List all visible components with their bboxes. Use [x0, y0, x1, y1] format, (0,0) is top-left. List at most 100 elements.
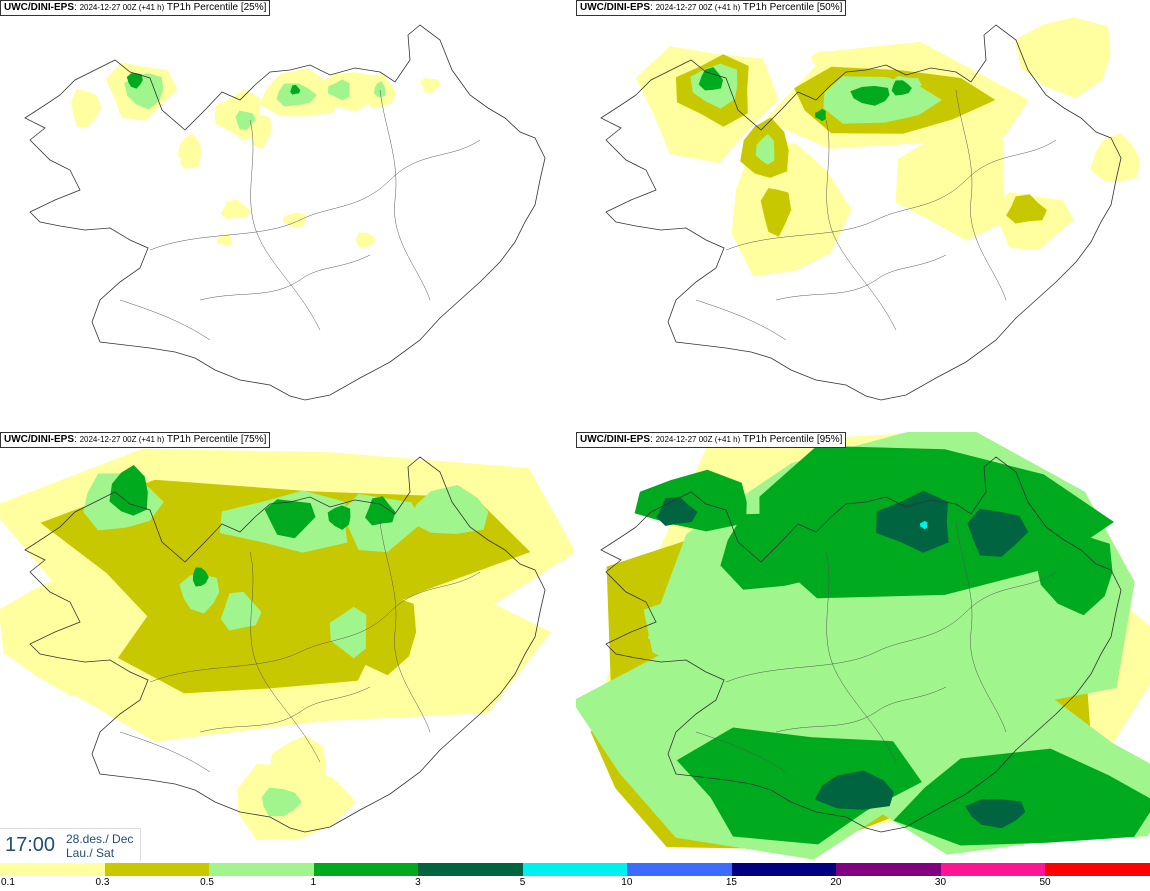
- precip-area: [216, 233, 232, 246]
- precip-area: [356, 232, 376, 248]
- precip-area: [282, 212, 306, 229]
- precip-area: [967, 508, 1029, 557]
- precip-area: [876, 490, 949, 553]
- precip-area: [327, 505, 351, 530]
- road-line: [695, 299, 787, 341]
- valid-time-box: 17:00 28.des./ Dec Lau./ Sat: [0, 828, 141, 861]
- precip-area: [893, 748, 1150, 846]
- road-line: [775, 686, 947, 733]
- precip-area: [264, 499, 316, 539]
- valid-time: 17:00: [5, 834, 56, 856]
- precip-area: [276, 83, 317, 107]
- road-line: [149, 139, 481, 251]
- panel-source: UWC/DINI-EPS: [4, 2, 74, 13]
- precip-map-p95: [576, 432, 1150, 860]
- precip-area: [420, 77, 441, 94]
- precip-area: [0, 572, 110, 697]
- precip-map-p25: [24, 24, 546, 401]
- coastline: [600, 24, 1122, 401]
- precip-area: [676, 727, 922, 845]
- precip-area: [408, 485, 489, 534]
- precip-area: [71, 89, 102, 128]
- panel-source: UWC/DINI-EPS: [4, 434, 74, 445]
- color-scale-bar: [0, 863, 1150, 876]
- panel-run: 2024-12-27 00Z (+41 h): [79, 435, 165, 444]
- legend-tick-label: 30: [934, 877, 947, 888]
- road-line: [379, 521, 431, 733]
- precip-area: [1014, 17, 1111, 99]
- precip-area: [269, 735, 326, 787]
- legend-tick-label: 3: [415, 877, 421, 888]
- road-line: [775, 254, 947, 301]
- precip-area: [179, 149, 201, 169]
- panel-title-p75: UWC/DINI-EPS: 2024-12-27 00Z (+41 h) TP1…: [0, 432, 271, 448]
- legend-swatch: [836, 863, 941, 876]
- road-line: [199, 254, 371, 301]
- precip-area: [965, 799, 1026, 829]
- legend-tick-label: 0.5: [200, 877, 214, 888]
- road-line: [199, 686, 371, 733]
- legend-tick-label: 15: [725, 877, 737, 888]
- legend-tick-label: 1: [310, 877, 317, 888]
- road-line: [249, 119, 321, 331]
- legend-tick-label: 10: [621, 877, 633, 888]
- precip-area: [220, 591, 262, 631]
- legend-tick-label: 50: [1039, 877, 1051, 888]
- legend-swatch: [731, 863, 837, 876]
- legend-swatch: [522, 863, 628, 876]
- coastline: [600, 456, 1122, 833]
- precip-area: [634, 469, 747, 532]
- precip-map-p75: [0, 448, 574, 841]
- legend-swatch: [1045, 863, 1150, 876]
- map-panel-p25: UWC/DINI-EPS: 2024-12-27 00Z (+41 h) TP1…: [0, 0, 574, 430]
- panel-run: 2024-12-27 00Z (+41 h): [655, 435, 741, 444]
- road-line: [725, 571, 1057, 683]
- panel-title-p95: UWC/DINI-EPS: 2024-12-27 00Z (+41 h) TP1…: [576, 432, 847, 448]
- precip-area: [109, 465, 148, 516]
- precip-area: [755, 134, 775, 165]
- precip-area: [192, 567, 209, 587]
- panel-title-p50: UWC/DINI-EPS: 2024-12-27 00Z (+41 h) TP1…: [576, 0, 847, 16]
- precip-area: [891, 80, 912, 96]
- road-line: [119, 299, 211, 341]
- panel-source: UWC/DINI-EPS: [580, 2, 650, 13]
- legend-swatch: [104, 863, 210, 876]
- precip-area: [815, 108, 826, 122]
- precip-area: [179, 574, 220, 614]
- map-panel-p75: UWC/DINI-EPS: 2024-12-27 00Z (+41 h) TP1…: [0, 432, 574, 862]
- legend-swatch: [627, 863, 732, 876]
- panel-title-p25: UWC/DINI-EPS: 2024-12-27 00Z (+41 h) TP1…: [0, 0, 271, 16]
- road-line: [725, 139, 1057, 251]
- legend-swatch: [0, 863, 105, 876]
- legend-tick-label: 0.1: [1, 877, 15, 888]
- precip-area: [1006, 194, 1047, 224]
- precip-map-p50: [600, 17, 1141, 401]
- coastline: [24, 456, 546, 833]
- precip-area: [810, 51, 841, 71]
- precip-area: [329, 606, 367, 659]
- panel-label: TP1h Percentile [75%]: [166, 434, 267, 445]
- panel-label: TP1h Percentile [50%]: [742, 2, 843, 13]
- road-line: [955, 89, 1007, 301]
- road-line: [149, 571, 481, 683]
- precip-area: [235, 110, 256, 130]
- precip-area: [814, 770, 894, 810]
- panel-run: 2024-12-27 00Z (+41 h): [655, 3, 741, 12]
- road-line: [249, 551, 321, 763]
- legend-swatch: [209, 863, 314, 876]
- precip-area: [1034, 535, 1113, 616]
- precip-area: [220, 199, 251, 220]
- panel-source: UWC/DINI-EPS: [580, 434, 650, 445]
- road-line: [825, 551, 897, 763]
- precip-area: [1090, 133, 1141, 182]
- precip-area: [698, 67, 723, 91]
- map-panel-p95: UWC/DINI-EPS: 2024-12-27 00Z (+41 h) TP1…: [576, 432, 1150, 862]
- precip-area: [895, 116, 1006, 241]
- legend-tick-label: 20: [830, 877, 842, 888]
- panel-label: TP1h Percentile [95%]: [742, 434, 843, 445]
- precip-area: [850, 85, 890, 106]
- precip-area: [643, 573, 831, 697]
- precip-area: [328, 79, 350, 101]
- precip-area: [247, 114, 272, 150]
- legend-tick-label: 5: [519, 877, 526, 888]
